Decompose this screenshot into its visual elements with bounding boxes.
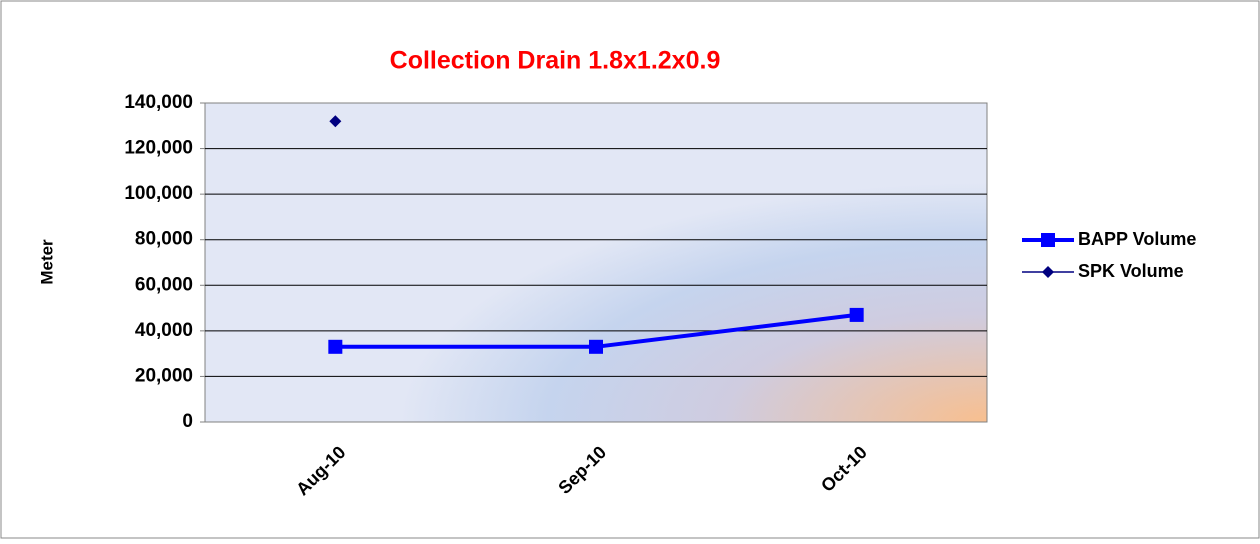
marker — [1041, 233, 1055, 247]
legend-label: SPK Volume — [1078, 261, 1184, 281]
y-tick-label: 40,000 — [135, 320, 193, 341]
y-tick-label: 0 — [182, 411, 193, 432]
plot-area — [204, 102, 988, 423]
y-tick-label: 120,000 — [124, 138, 193, 159]
legend-label: BAPP Volume — [1078, 229, 1196, 249]
y-tick-label: 60,000 — [135, 274, 193, 295]
marker — [849, 307, 864, 322]
marker — [589, 339, 603, 354]
marker — [329, 115, 342, 128]
y-tick-label: 140,000 — [124, 92, 193, 113]
y-tick-label: 80,000 — [135, 229, 193, 250]
chart-title: Collection Drain 1.8x1.2x0.9 — [390, 47, 721, 75]
y-tick-label: 20,000 — [135, 365, 193, 386]
y-tick-label: 100,000 — [124, 183, 193, 204]
marker — [1042, 266, 1054, 278]
marker — [328, 339, 343, 354]
y-axis-label: Meter — [37, 239, 56, 285]
